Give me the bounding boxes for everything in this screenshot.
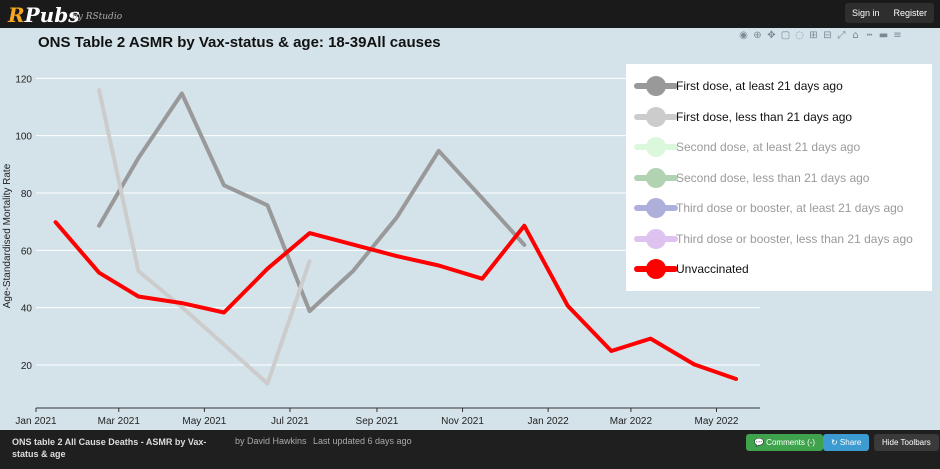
- legend-swatch-marker: [646, 106, 666, 127]
- legend-item[interactable]: Unvaccinated: [626, 255, 932, 283]
- x-tick-label: Nov 2021: [441, 416, 484, 427]
- x-tick-label: Jul 2021: [271, 416, 309, 427]
- legend-swatch: [634, 259, 678, 279]
- author-label: by David Hawkins: [235, 436, 307, 446]
- zoom-icon[interactable]: ⊕: [753, 30, 762, 41]
- legend-label: First dose, less than 21 days ago: [676, 109, 853, 124]
- y-axis-label: Age-Standardised Mortality Rate: [2, 163, 13, 308]
- legend-swatch: [634, 228, 678, 249]
- legend-label: Second dose, less than 21 days ago: [676, 170, 870, 185]
- series-line: [97, 88, 312, 386]
- pan-icon[interactable]: ✥: [767, 30, 776, 41]
- legend-label: Third dose or booster, less than 21 days…: [676, 231, 913, 246]
- by-rstudio-label: by RStudio: [72, 12, 123, 22]
- legend-label: Third dose or booster, at least 21 days …: [676, 201, 904, 215]
- camera-icon[interactable]: ◉: [739, 30, 748, 41]
- lasso-icon[interactable]: ◌: [795, 30, 804, 41]
- legend-swatch-marker: [646, 259, 666, 279]
- legend-swatch-marker: [646, 167, 666, 188]
- autoscale-icon[interactable]: ⤢: [837, 30, 846, 41]
- legend-swatch-marker: [646, 228, 666, 249]
- footer-bar: ONS table 2 All Cause Deaths - ASMR by V…: [0, 430, 940, 469]
- y-tick-label: 40: [21, 304, 33, 315]
- legend-item[interactable]: First dose, less than 21 days ago: [626, 103, 932, 131]
- chart-legend: First dose, at least 21 days ago First do…: [626, 64, 932, 291]
- legend-label: First dose, at least 21 days ago: [676, 79, 843, 93]
- legend-swatch-marker: [646, 198, 666, 218]
- top-bar: RPubs by RStudio Sign in Register: [0, 0, 940, 28]
- hover-closest-icon[interactable]: ▬: [878, 30, 889, 41]
- legend-swatch: [634, 76, 678, 96]
- account-links: Sign in Register: [844, 3, 934, 23]
- y-tick-label: 60: [21, 246, 33, 257]
- box-select-icon[interactable]: ▢: [780, 30, 791, 41]
- legend-swatch: [634, 106, 678, 127]
- legend-swatch: [634, 167, 678, 188]
- x-tick-label: Jan 2021: [15, 416, 57, 427]
- x-tick-label: Sep 2021: [356, 416, 399, 427]
- legend-label: Unvaccinated: [676, 262, 749, 276]
- series-line: [53, 220, 739, 381]
- x-tick-label: May 2022: [695, 416, 739, 427]
- legend-item[interactable]: First dose, at least 21 days ago: [626, 72, 932, 100]
- y-tick-label: 120: [15, 74, 32, 85]
- comments-button[interactable]: 💬 Comments (-): [746, 434, 824, 451]
- legend-item[interactable]: Second dose, less than 21 days ago: [626, 164, 932, 192]
- updated-label: Last updated 6 days ago: [313, 436, 412, 446]
- series-line: [97, 91, 527, 314]
- legend-swatch-marker: [646, 137, 666, 157]
- legend-swatch-marker: [646, 76, 666, 96]
- x-tick-label: Mar 2022: [610, 416, 653, 427]
- legend-label: Second dose, at least 21 days ago: [676, 140, 861, 154]
- y-tick-label: 20: [21, 361, 33, 372]
- register-link[interactable]: Register: [893, 8, 927, 18]
- zoom-out-icon[interactable]: ⊟: [823, 30, 832, 41]
- chart-modebar: ◉ ⊕ ✥ ▢ ◌ ⊞ ⊟ ⤢ ⌂ ┅ ▬ ≡: [738, 30, 903, 41]
- x-tick-label: Mar 2021: [98, 416, 141, 427]
- home-icon[interactable]: ⌂: [852, 30, 859, 41]
- legend-item[interactable]: Third dose or booster, less than 21 days…: [626, 225, 932, 253]
- hover-compare-icon[interactable]: ≡: [893, 30, 902, 41]
- legend-item[interactable]: Third dose or booster, at least 21 days …: [626, 194, 932, 222]
- legend-swatch: [634, 137, 678, 157]
- rpubs-logo[interactable]: RPubs by RStudio: [8, 3, 123, 27]
- zoom-in-icon[interactable]: ⊞: [809, 30, 818, 41]
- legend-swatch: [634, 198, 678, 218]
- y-tick-label: 100: [15, 132, 32, 143]
- document-title: ONS table 2 All Cause Deaths - ASMR by V…: [12, 437, 207, 459]
- line-chart: 20 40 60 80 100 120 Jan 2021 Mar 2021 May 2021 Ju…: [2, 74, 760, 427]
- hide-toolbars-button[interactable]: Hide Toolbars: [874, 434, 939, 451]
- chart-title: ONS Table 2 ASMR by Vax-status & age: 18…: [38, 34, 441, 51]
- spike-icon[interactable]: ┅: [866, 30, 873, 41]
- share-button[interactable]: ↻ Share: [823, 434, 870, 451]
- x-tick-label: Jan 2022: [528, 416, 570, 427]
- sign-in-link[interactable]: Sign in: [851, 8, 880, 18]
- x-tick-label: May 2021: [182, 416, 226, 427]
- y-tick-label: 80: [21, 189, 33, 200]
- legend-item[interactable]: Second dose, at least 21 days ago: [626, 133, 932, 161]
